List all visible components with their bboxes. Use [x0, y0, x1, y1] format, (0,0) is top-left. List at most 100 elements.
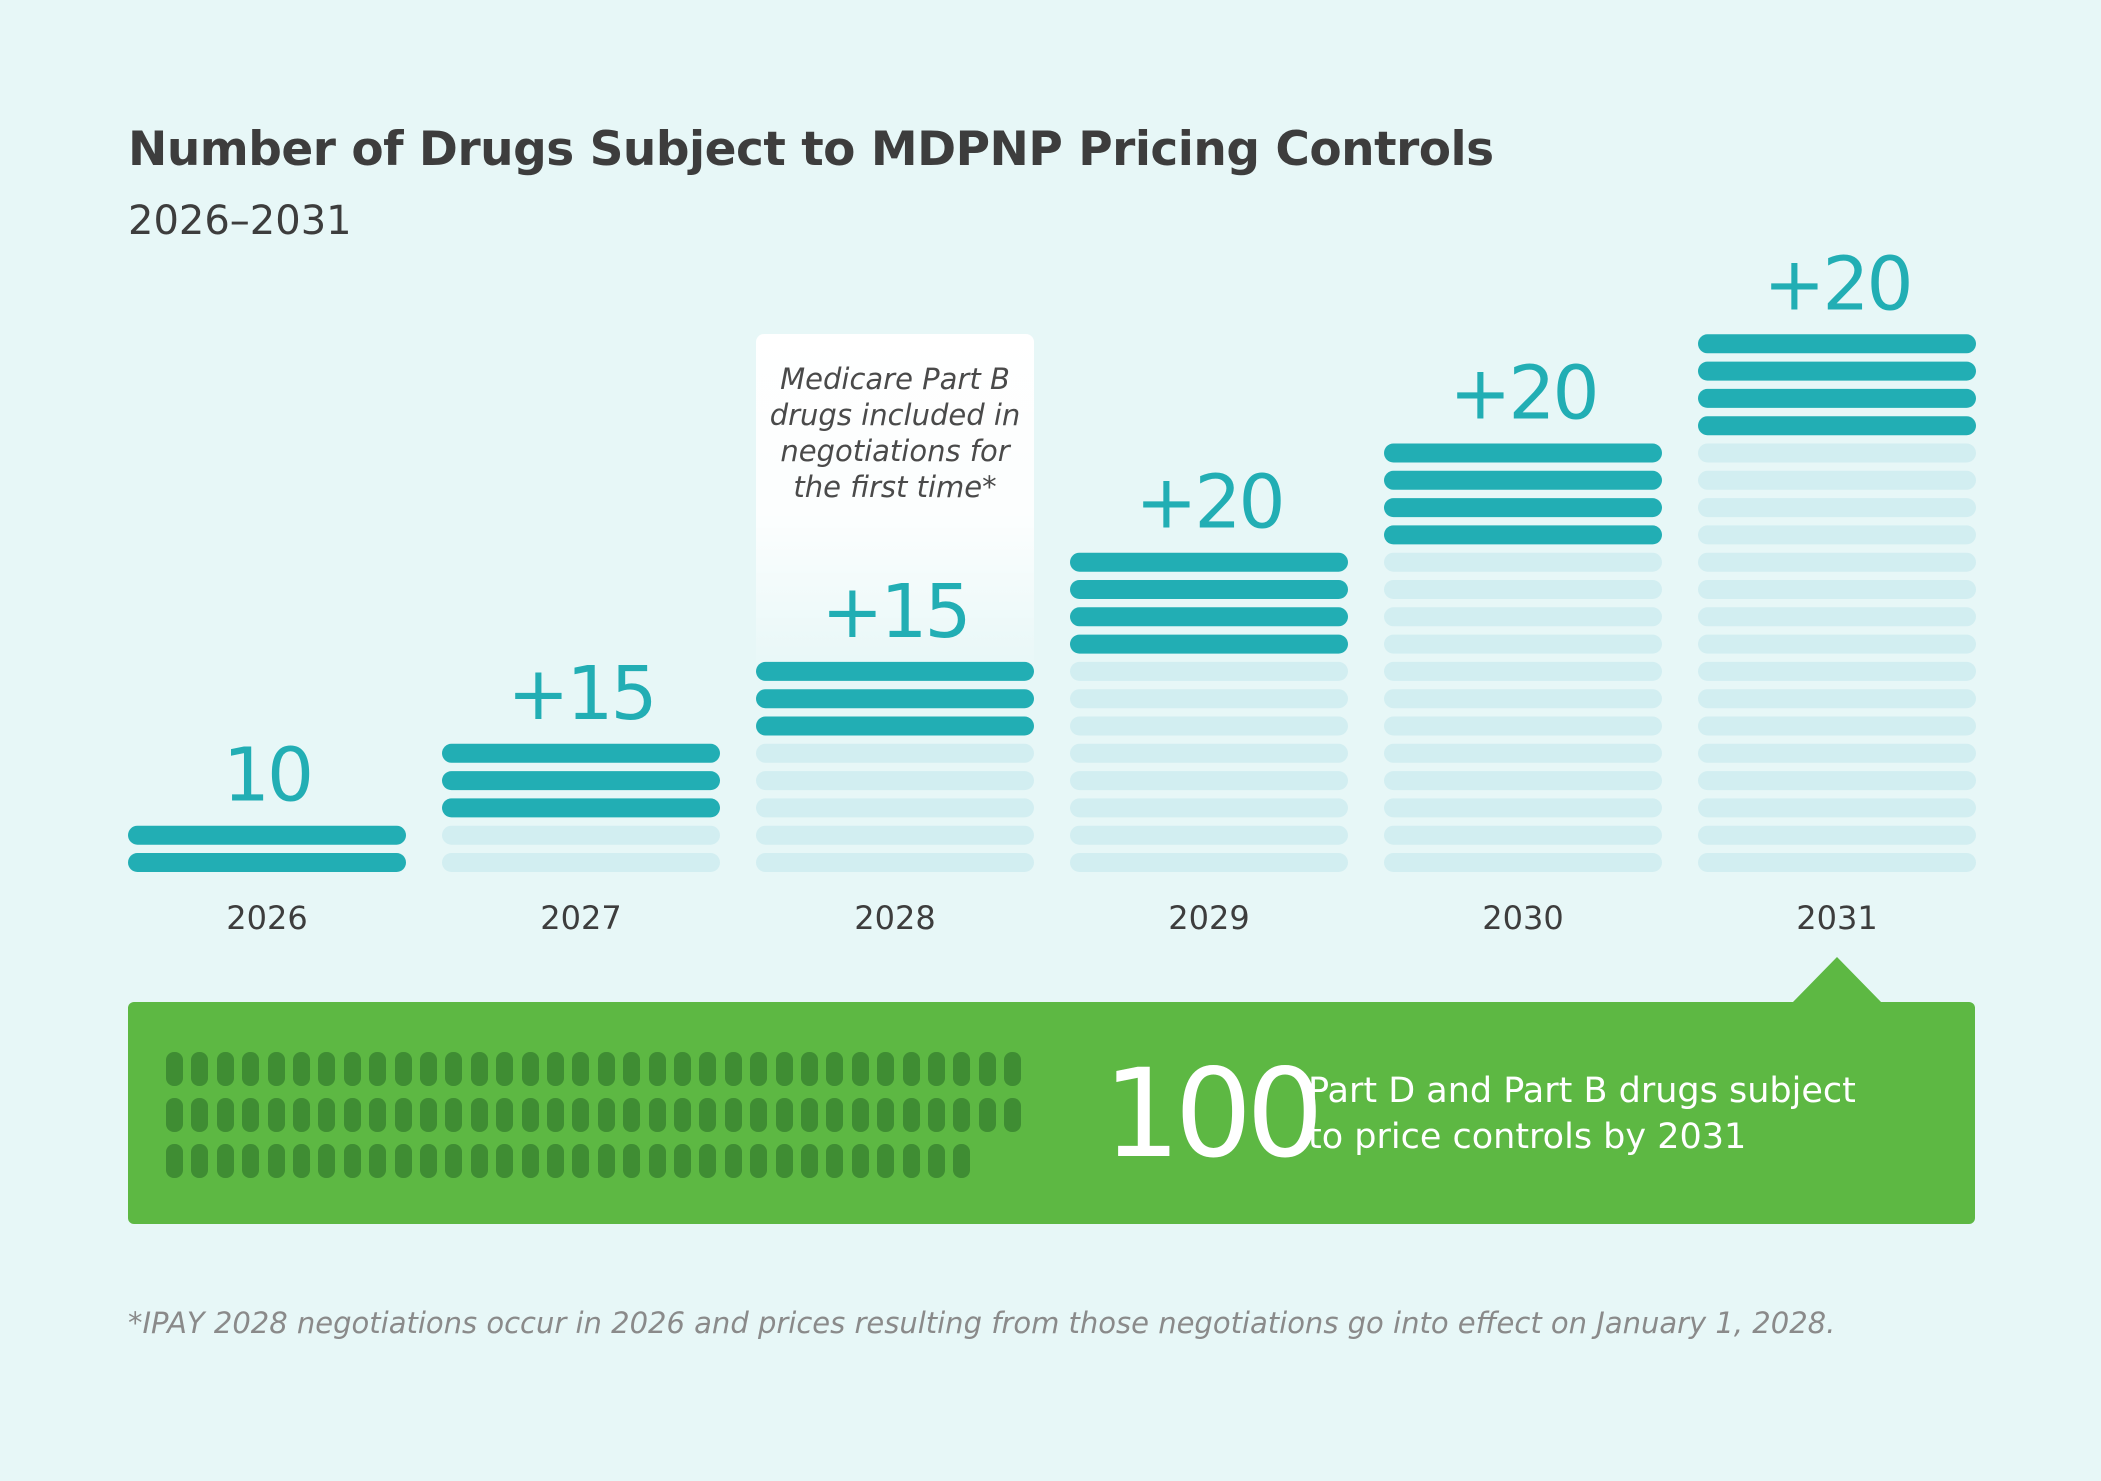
drug-pill [928, 1144, 945, 1178]
drug-pill [420, 1098, 437, 1132]
bar-stripe-previous [756, 853, 1034, 872]
bar-stripe-new [442, 798, 720, 818]
drug-pill [775, 1052, 793, 1086]
bar-value-label: +20 [1135, 460, 1282, 546]
bar-stripe-previous [1070, 798, 1348, 818]
drug-pill [775, 1098, 793, 1132]
bar-value-label: +20 [1449, 351, 1596, 437]
drug-pill [191, 1098, 209, 1132]
drug-pill [242, 1144, 260, 1178]
drug-pill [851, 1098, 869, 1132]
drug-pill [343, 1144, 361, 1178]
drug-pill [750, 1098, 768, 1132]
bar-stripe-previous [1698, 634, 1976, 654]
drug-pill [470, 1144, 488, 1178]
drug-pill [750, 1052, 768, 1086]
bar-stripe-previous [1384, 771, 1662, 791]
bar-stripe-previous [1698, 661, 1976, 681]
drug-pill [851, 1144, 869, 1178]
drug-pill [826, 1144, 844, 1178]
drug-pill [166, 1144, 183, 1178]
summary-caption-line: Part D and Part B drugs subject [1308, 1071, 1856, 1111]
x-tick-label: 2026 [226, 899, 307, 937]
drug-pill [318, 1098, 336, 1132]
bar-stripe-previous [1698, 607, 1976, 627]
x-tick-label: 2027 [540, 899, 621, 937]
x-tick-label: 2028 [854, 899, 935, 937]
drug-pill [242, 1098, 260, 1132]
bar-stripe-new [442, 771, 720, 791]
summary-caption: Part D and Part B drugs subject to price… [1308, 1068, 1908, 1160]
bar-stripe-previous [756, 798, 1034, 818]
chart-subtitle: 2026–2031 [128, 198, 352, 244]
drug-pill [496, 1144, 514, 1178]
drug-pill [648, 1052, 666, 1086]
bar-stripe-new [1384, 525, 1662, 545]
drug-pill [801, 1052, 818, 1086]
bar-stripe-previous [1070, 853, 1348, 872]
bar-stripe-new [442, 743, 720, 763]
drug-pill [648, 1144, 666, 1178]
drug-pill [801, 1144, 818, 1178]
bar-stripe-new [1698, 334, 1976, 354]
drug-pill [877, 1144, 895, 1178]
drug-pill [267, 1144, 285, 1178]
bar-stripe-previous [1698, 498, 1976, 518]
annotation-line: drugs included in [770, 398, 1021, 432]
drug-pill [978, 1052, 996, 1086]
drug-pill [394, 1052, 412, 1086]
bar-stripe-previous [756, 825, 1034, 845]
drug-pill [902, 1052, 920, 1086]
annotation-box [756, 334, 1034, 674]
drug-pill [724, 1144, 742, 1178]
drug-pill [547, 1052, 564, 1086]
drug-pill [699, 1052, 717, 1086]
bar-stripe-previous [1384, 661, 1662, 681]
drug-pill [623, 1098, 641, 1132]
summary-pill-grid [166, 1052, 1026, 1182]
bar-stripe-previous [756, 771, 1034, 791]
bar-stripe-previous [1384, 552, 1662, 572]
drug-pill [724, 1098, 742, 1132]
bar-stripe-previous [1070, 771, 1348, 791]
drug-pill [166, 1098, 183, 1132]
bar-stripe-new [756, 689, 1034, 709]
drug-pill [318, 1144, 336, 1178]
drug-pill [318, 1052, 336, 1086]
drug-pill [750, 1144, 768, 1178]
drug-pill [521, 1144, 539, 1178]
bar-stripe-previous [1070, 825, 1348, 845]
drug-pill [216, 1098, 234, 1132]
drug-pill [267, 1052, 285, 1086]
annotation-line: negotiations for [780, 434, 1011, 468]
bar-stripe-new [128, 825, 406, 845]
drug-pill [572, 1052, 590, 1086]
x-tick-label: 2031 [1796, 899, 1877, 937]
drug-pill [597, 1052, 615, 1086]
drug-pill [674, 1144, 691, 1178]
drug-pill [470, 1098, 488, 1132]
bar-stripe-new [1698, 361, 1976, 381]
drug-pill [953, 1144, 971, 1178]
drug-pill [623, 1052, 641, 1086]
summary-total: 100 [1103, 1043, 1324, 1185]
bar-stripe-previous [1698, 743, 1976, 763]
bar-stripe-new [1070, 607, 1348, 627]
drug-pill [216, 1144, 234, 1178]
drug-pill [343, 1098, 361, 1132]
bar-stripe-previous [1698, 470, 1976, 490]
labels-layer: 10 2026 +15 2027 +15 2028 +20 2029 +20 2030 +20 203… [223, 241, 1914, 937]
bar-stripe-previous [442, 825, 720, 845]
bar-value-label: +20 [1763, 241, 1910, 327]
drug-pill [674, 1052, 691, 1086]
footnote: *IPAY 2028 negotiations occur in 2026 an… [128, 1306, 1836, 1340]
drug-pill [547, 1144, 564, 1178]
bar-stripe-previous [1070, 661, 1348, 681]
drug-pill [953, 1098, 971, 1132]
drug-pill [369, 1144, 387, 1178]
drug-pill [623, 1144, 641, 1178]
bar-stripe-previous [1070, 716, 1348, 736]
bar-stripe-previous [1384, 634, 1662, 654]
